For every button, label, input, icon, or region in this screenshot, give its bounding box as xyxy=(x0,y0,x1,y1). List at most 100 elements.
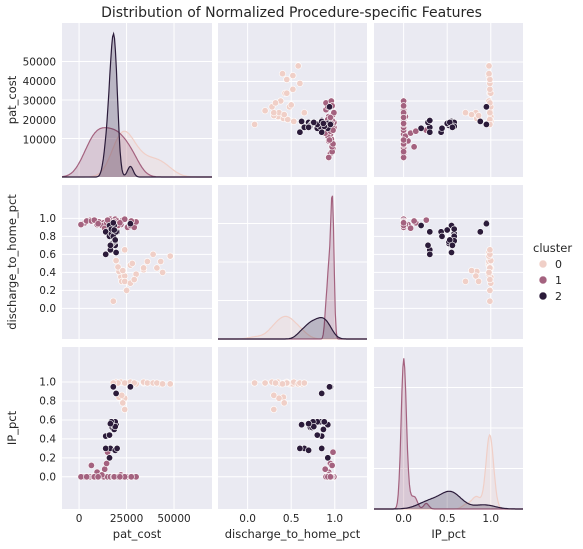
scatter-point-pat_cost-vs-discharge_to_home_pct-cluster-1 xyxy=(326,114,334,122)
scatter-point-discharge_to_home_pct-vs-pat_cost-cluster-0 xyxy=(123,286,131,294)
x-tick-label-pat_cost: 50000 xyxy=(157,513,190,525)
scatter-point-IP_pct-vs-pat_cost-cluster-1 xyxy=(83,473,91,481)
y-tick-label-discharge_to_home_pct: 0.0 xyxy=(39,303,56,315)
scatter-point-discharge_to_home_pct-vs-IP_pct-cluster-2 xyxy=(426,250,434,258)
scatter-point-discharge_to_home_pct-vs-IP_pct-cluster-2 xyxy=(438,232,446,240)
scatter-point-pat_cost-vs-discharge_to_home_pct-cluster-0 xyxy=(300,109,308,117)
scatter-point-discharge_to_home_pct-vs-pat_cost-cluster-0 xyxy=(166,252,174,260)
scatter-point-pat_cost-vs-discharge_to_home_pct-cluster-0 xyxy=(289,72,297,80)
panel-background-discharge_to_home_pct-IP_pct xyxy=(374,185,523,339)
scatter-point-IP_pct-vs-discharge_to_home_pct-cluster-0 xyxy=(278,380,286,388)
scatter-point-pat_cost-vs-IP_pct-cluster-0 xyxy=(486,109,494,117)
scatter-point-IP_pct-vs-discharge_to_home_pct-cluster-0 xyxy=(275,394,283,402)
scatter-point-IP_pct-vs-pat_cost-cluster-1 xyxy=(94,473,102,481)
kde-fill-discharge_to_home_pct-cluster-2 xyxy=(218,317,367,339)
scatter-point-discharge_to_home_pct-vs-pat_cost-cluster-2 xyxy=(110,226,118,234)
scatter-point-discharge_to_home_pct-vs-pat_cost-cluster-0 xyxy=(157,257,165,265)
scatter-point-pat_cost-vs-discharge_to_home_pct-cluster-0 xyxy=(296,79,304,87)
scatter-point-IP_pct-vs-discharge_to_home_pct-cluster-0 xyxy=(280,399,288,407)
scatter-point-IP_pct-vs-discharge_to_home_pct-cluster-2 xyxy=(298,421,306,429)
scatter-point-pat_cost-vs-discharge_to_home_pct-cluster-1 xyxy=(325,154,333,162)
scatter-point-pat_cost-vs-IP_pct-cluster-0 xyxy=(486,85,494,93)
scatter-point-IP_pct-vs-pat_cost-cluster-0 xyxy=(166,380,174,388)
panel-background-discharge_to_home_pct-pat_cost xyxy=(62,185,212,339)
x-tick-label-discharge_to_home_pct: 0.0 xyxy=(239,513,256,525)
scatter-point-pat_cost-vs-IP_pct-cluster-1 xyxy=(400,136,408,144)
scatter-point-IP_pct-vs-discharge_to_home_pct-cluster-0 xyxy=(270,405,278,413)
scatter-point-pat_cost-vs-discharge_to_home_pct-cluster-0 xyxy=(284,116,292,124)
scatter-point-pat_cost-vs-IP_pct-cluster-0 xyxy=(486,76,494,84)
x-axis-label-IP_pct: IP_pct xyxy=(431,527,466,541)
chart-title: Distribution of Normalized Procedure-spe… xyxy=(101,5,482,21)
scatter-point-pat_cost-vs-IP_pct-cluster-1 xyxy=(412,127,420,135)
x-axis-label-discharge_to_home_pct: discharge_to_home_pct xyxy=(225,527,361,541)
scatter-point-pat_cost-vs-discharge_to_home_pct-cluster-1 xyxy=(325,136,333,144)
scatter-point-IP_pct-vs-pat_cost-cluster-2 xyxy=(106,454,114,462)
scatter-point-pat_cost-vs-IP_pct-cluster-2 xyxy=(417,124,425,132)
scatter-point-discharge_to_home_pct-vs-IP_pct-cluster-1 xyxy=(407,224,415,232)
scatter-point-discharge_to_home_pct-vs-IP_pct-cluster-2 xyxy=(424,241,432,249)
scatter-point-discharge_to_home_pct-vs-IP_pct-cluster-0 xyxy=(486,297,494,305)
y-tick-label-discharge_to_home_pct: 1.0 xyxy=(39,213,56,225)
scatter-point-pat_cost-vs-IP_pct-cluster-2 xyxy=(426,128,434,136)
kde-fill-pat_cost-cluster-1 xyxy=(62,127,212,177)
scatter-point-pat_cost-vs-discharge_to_home_pct-cluster-0 xyxy=(289,85,297,93)
scatter-point-discharge_to_home_pct-vs-IP_pct-cluster-0 xyxy=(486,286,494,294)
scatter-point-discharge_to_home_pct-vs-IP_pct-cluster-0 xyxy=(461,277,469,285)
scatter-point-pat_cost-vs-IP_pct-cluster-2 xyxy=(448,123,456,131)
scatter-point-IP_pct-vs-discharge_to_home_pct-cluster-1 xyxy=(326,473,334,481)
scatter-point-discharge_to_home_pct-vs-pat_cost-cluster-0 xyxy=(121,246,129,254)
scatter-point-discharge_to_home_pct-vs-pat_cost-cluster-2 xyxy=(109,219,117,227)
scatter-point-IP_pct-vs-pat_cost-cluster-2 xyxy=(109,383,117,391)
scatter-point-pat_cost-vs-IP_pct-cluster-1 xyxy=(400,154,408,162)
scatter-point-discharge_to_home_pct-vs-IP_pct-cluster-2 xyxy=(417,222,425,230)
kde-fill-IP_pct-cluster-1 xyxy=(374,358,523,509)
scatter-point-discharge_to_home_pct-vs-IP_pct-cluster-2 xyxy=(450,225,458,233)
scatter-point-discharge_to_home_pct-vs-pat_cost-cluster-0 xyxy=(112,257,120,265)
scatter-point-discharge_to_home_pct-vs-pat_cost-cluster-2 xyxy=(102,250,110,258)
scatter-point-pat_cost-vs-discharge_to_home_pct-cluster-0 xyxy=(270,109,278,117)
y-tick-label-IP_pct: 0.8 xyxy=(39,396,56,408)
y-tick-label-discharge_to_home_pct: 0.8 xyxy=(39,231,56,243)
scatter-point-pat_cost-vs-IP_pct-cluster-0 xyxy=(485,62,493,70)
y-tick-label-discharge_to_home_pct: 0.6 xyxy=(39,249,56,261)
scatter-point-discharge_to_home_pct-vs-IP_pct-cluster-0 xyxy=(485,268,493,276)
scatter-point-pat_cost-vs-IP_pct-cluster-1 xyxy=(400,114,408,122)
scatter-point-pat_cost-vs-IP_pct-cluster-1 xyxy=(410,143,418,151)
scatter-point-discharge_to_home_pct-vs-IP_pct-cluster-1 xyxy=(422,216,430,224)
scatter-point-IP_pct-vs-pat_cost-cluster-0 xyxy=(119,399,127,407)
scatter-point-pat_cost-vs-discharge_to_home_pct-cluster-0 xyxy=(283,76,291,84)
y-axis-label-IP_pct: IP_pct xyxy=(5,410,19,445)
y-tick-label-IP_pct: 0.0 xyxy=(39,471,56,483)
scatter-point-discharge_to_home_pct-vs-pat_cost-cluster-0 xyxy=(119,267,127,275)
x-axis-label-pat_cost: pat_cost xyxy=(113,527,162,541)
scatter-point-discharge_to_home_pct-vs-IP_pct-cluster-2 xyxy=(482,220,490,228)
scatter-point-IP_pct-vs-discharge_to_home_pct-cluster-1 xyxy=(321,465,329,473)
scatter-point-IP_pct-vs-discharge_to_home_pct-cluster-2 xyxy=(313,431,321,439)
scatter-point-discharge_to_home_pct-vs-pat_cost-cluster-0 xyxy=(143,257,151,265)
kde-line-pat_cost-cluster-2 xyxy=(62,31,212,178)
legend-title: cluster xyxy=(533,241,572,255)
scatter-point-discharge_to_home_pct-vs-pat_cost-cluster-0 xyxy=(109,297,117,305)
scatter-point-pat_cost-vs-IP_pct-cluster-1 xyxy=(400,119,408,127)
kde-line-discharge_to_home_pct-cluster-2 xyxy=(218,317,367,340)
scatter-point-pat_cost-vs-IP_pct-cluster-0 xyxy=(468,111,476,119)
scatter-point-discharge_to_home_pct-vs-IP_pct-cluster-1 xyxy=(410,217,418,225)
kde-line-IP_pct-cluster-1 xyxy=(374,358,523,510)
scatter-point-IP_pct-vs-pat_cost-cluster-0 xyxy=(159,380,167,388)
scatter-point-pat_cost-vs-IP_pct-cluster-2 xyxy=(476,117,484,125)
scatter-point-pat_cost-vs-discharge_to_home_pct-cluster-2 xyxy=(310,118,318,126)
scatter-point-discharge_to_home_pct-vs-pat_cost-cluster-1 xyxy=(77,221,85,229)
scatter-point-pat_cost-vs-IP_pct-cluster-0 xyxy=(475,112,483,120)
scatter-point-pat_cost-vs-discharge_to_home_pct-cluster-2 xyxy=(319,119,327,127)
scatter-point-IP_pct-vs-pat_cost-cluster-1 xyxy=(116,473,124,481)
scatter-point-IP_pct-vs-pat_cost-cluster-0 xyxy=(121,405,129,413)
scatter-point-IP_pct-vs-discharge_to_home_pct-cluster-0 xyxy=(251,379,259,387)
scatter-point-discharge_to_home_pct-vs-pat_cost-cluster-0 xyxy=(128,259,136,267)
scatter-point-discharge_to_home_pct-vs-IP_pct-cluster-1 xyxy=(400,219,408,227)
scatter-point-pat_cost-vs-discharge_to_home_pct-cluster-0 xyxy=(287,101,295,109)
scatter-point-pat_cost-vs-discharge_to_home_pct-cluster-2 xyxy=(305,123,313,131)
kde-fill-IP_pct-cluster-2 xyxy=(374,491,523,509)
x-tick-label-pat_cost: 25000 xyxy=(110,513,143,525)
scatter-point-IP_pct-vs-pat_cost-cluster-2 xyxy=(106,431,114,439)
